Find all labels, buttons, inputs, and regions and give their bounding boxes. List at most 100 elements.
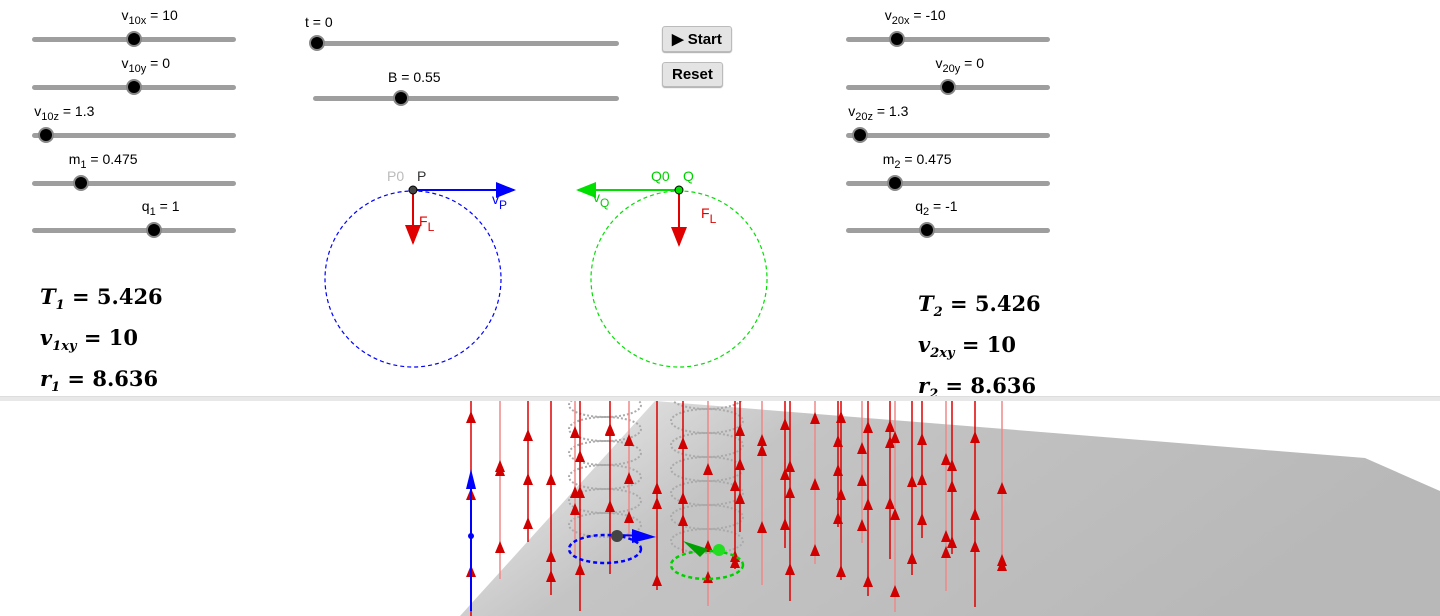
z-axis-arrowhead [466, 469, 476, 489]
trajectory-3d-2 [669, 549, 745, 581]
field-arrowhead [917, 433, 927, 445]
b-slider[interactable] [313, 96, 619, 101]
field-arrowhead [652, 482, 662, 494]
result-results_right-2: r2 = 8.636 [918, 373, 1037, 402]
view-divider[interactable] [0, 396, 1440, 401]
field-arrowhead [523, 429, 533, 441]
field-arrowhead [907, 552, 917, 564]
field-arrowhead [863, 575, 873, 587]
field-arrowhead [495, 460, 505, 472]
slider-handle-left-3[interactable] [72, 175, 89, 191]
field-arrowhead [863, 421, 873, 433]
label-vp: vP [492, 191, 507, 212]
field-arrowhead [523, 473, 533, 485]
field-arrowhead [970, 431, 980, 443]
field-arrowhead [624, 511, 634, 523]
slider-label-left-4: q1 = 1 [141, 198, 180, 218]
slider-label-left-2: v10z = 1.3 [34, 103, 95, 123]
label-p: P [417, 168, 426, 184]
label-q0: Q0 [651, 168, 670, 184]
field-arrowhead [523, 517, 533, 529]
field-arrowhead [863, 498, 873, 510]
field-arrowhead [947, 459, 957, 471]
field-arrowhead [605, 424, 615, 436]
slider-label-right-1: v20y = 0 [935, 55, 985, 75]
field-arrowhead [947, 536, 957, 548]
field-arrowhead [810, 412, 820, 424]
slider-label-left-3: m1 = 0.475 [68, 151, 138, 171]
slider-handle-right-0[interactable] [888, 31, 905, 47]
field-arrowhead [546, 473, 556, 485]
slider-left-2[interactable] [32, 133, 236, 138]
slider-right-3[interactable] [846, 181, 1050, 186]
results-particle-2: T2 = 5.426 v2xy = 10 r2 = 8.636 [918, 288, 1041, 412]
field-arrowhead [546, 550, 556, 562]
field-arrowhead [970, 508, 980, 520]
helix-turn [671, 401, 743, 410]
field-arrowhead [997, 559, 1007, 571]
b-slider-handle[interactable] [393, 90, 409, 106]
field-arrowhead [678, 492, 688, 504]
label-p0: P0 [387, 168, 404, 184]
label-vq: vQ [593, 189, 609, 210]
field-arrowhead [780, 518, 790, 530]
b-slider-label: B = 0.55 [388, 69, 441, 85]
field-arrowhead [730, 556, 740, 568]
field-arrowhead [836, 565, 846, 577]
field-arrowhead [857, 474, 867, 486]
field-arrowhead [575, 563, 585, 575]
slider-right-4[interactable] [846, 228, 1050, 233]
field-arrowhead [703, 463, 713, 475]
field-arrowhead [605, 500, 615, 512]
field-arrowhead [652, 497, 662, 509]
result-results_left-1: v1xy = 10 [40, 325, 139, 355]
field-arrowhead [757, 521, 767, 533]
field-arrowhead [785, 460, 795, 472]
start-button[interactable]: ▶ Start [662, 26, 732, 52]
slider-label-right-2: v20z = 1.3 [848, 103, 909, 123]
slider-right-0[interactable] [846, 37, 1050, 42]
field-arrowhead [857, 442, 867, 454]
results-particle-1: T1 = 5.426 v1xy = 10 r1 = 8.636 [40, 281, 163, 405]
result-results_right-1: v2xy = 10 [918, 332, 1017, 362]
point-q[interactable] [674, 185, 684, 195]
label-fl-q: FL [701, 205, 717, 226]
slider-handle-left-2[interactable] [38, 127, 55, 143]
field-arrowhead [652, 574, 662, 586]
field-arrowhead [941, 453, 951, 465]
slider-handle-right-1[interactable] [939, 79, 956, 95]
graphics-3d[interactable] [0, 401, 1440, 616]
slider-handle-right-4[interactable] [919, 222, 936, 238]
field-arrowhead [890, 431, 900, 443]
slider-left-4[interactable] [32, 228, 236, 233]
slider-handle-right-2[interactable] [852, 127, 869, 143]
reset-button[interactable]: Reset [662, 62, 723, 87]
velocity-3d-p-head [632, 529, 656, 543]
field-arrowhead [624, 434, 634, 446]
point-p[interactable] [408, 185, 418, 195]
particle-q-3d [713, 544, 725, 556]
field-arrowhead [735, 458, 745, 470]
trajectory-3d-1 [567, 533, 643, 565]
slider-handle-right-3[interactable] [886, 175, 903, 191]
slider-right-2[interactable] [846, 133, 1050, 138]
result-results_left-0: T1 = 5.426 [40, 284, 163, 314]
slider-left-3[interactable] [32, 181, 236, 186]
field-arrowhead [947, 480, 957, 492]
slider-label-right-3: m2 = 0.475 [882, 151, 952, 171]
field-arrowhead [785, 486, 795, 498]
field-arrowhead [885, 436, 895, 448]
t-slider[interactable] [313, 41, 619, 46]
field-arrowhead [785, 563, 795, 575]
t-slider-handle[interactable] [309, 35, 325, 51]
field-arrowhead [624, 472, 634, 484]
slider-handle-left-1[interactable] [125, 79, 142, 95]
field-arrowhead [546, 570, 556, 582]
field-arrowhead [780, 468, 790, 480]
z-axis-point [468, 533, 474, 539]
slider-handle-left-4[interactable] [145, 222, 162, 238]
slider-handle-left-0[interactable] [125, 31, 142, 47]
particle-p-3d [611, 530, 623, 542]
field-arrowhead [970, 540, 980, 552]
field-arrowhead [836, 488, 846, 500]
